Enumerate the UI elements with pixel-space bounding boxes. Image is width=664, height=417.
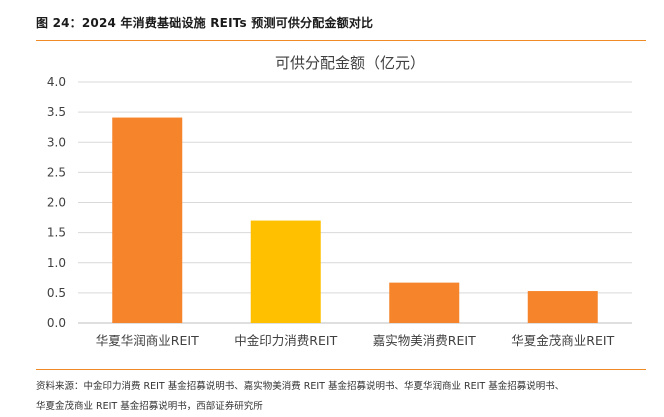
x-tick-label: 华夏金茂商业REIT — [511, 333, 614, 348]
source-line-1: 资料来源：中金印力消费 REIT 基金招募说明书、嘉实物美消费 REIT 基金招… — [36, 381, 565, 392]
y-tick-label: 1.0 — [47, 256, 66, 270]
y-axis-ticks: 0.0 0.5 1.0 1.5 2.0 2.5 3.0 3.5 4.0 — [47, 75, 66, 330]
bar — [112, 117, 183, 323]
chart-title: 可供分配金额（亿元） — [275, 54, 425, 72]
x-tick-label: 华夏华润商业REIT — [96, 333, 199, 348]
y-tick-label: 0.0 — [47, 316, 66, 330]
y-tick-label: 2.0 — [47, 196, 66, 210]
y-tick-label: 4.0 — [47, 75, 66, 89]
x-tick-label: 中金印力消费REIT — [234, 333, 337, 348]
bar — [389, 282, 460, 323]
y-tick-label: 1.5 — [47, 226, 66, 240]
bottom-divider — [36, 369, 646, 370]
y-tick-label: 3.0 — [47, 135, 66, 149]
source-line-2: 华夏金茂商业 REIT 基金招募说明书，西部证券研究所 — [36, 401, 263, 412]
bar — [527, 291, 598, 323]
y-tick-label: 2.5 — [47, 165, 66, 179]
bar — [250, 220, 321, 323]
bars — [112, 117, 598, 323]
x-tick-label: 嘉实物美消费REIT — [373, 333, 476, 348]
top-divider — [36, 40, 646, 41]
y-tick-label: 3.5 — [47, 105, 66, 119]
y-tick-label: 0.5 — [47, 286, 66, 300]
x-axis-ticks: 华夏华润商业REIT 中金印力消费REIT 嘉实物美消费REIT 华夏金茂商业REIT — [96, 333, 615, 348]
figure-caption: 图 24：2024 年消费基础设施 REITs 预测可供分配金额对比 — [36, 16, 374, 30]
source-note: 资料来源：中金印力消费 REIT 基金招募说明书、嘉实物美消费 REIT 基金招… — [36, 377, 656, 417]
bar-chart: 可供分配金额（亿元） 0.0 0.5 1.0 1.5 2.0 2.5 3.0 3.5 4.0 华… — [47, 54, 632, 348]
chart-container: 可供分配金额（亿元） 0.0 0.5 1.0 1.5 2.0 2.5 3.0 3.5 4.0 华… — [0, 44, 664, 362]
